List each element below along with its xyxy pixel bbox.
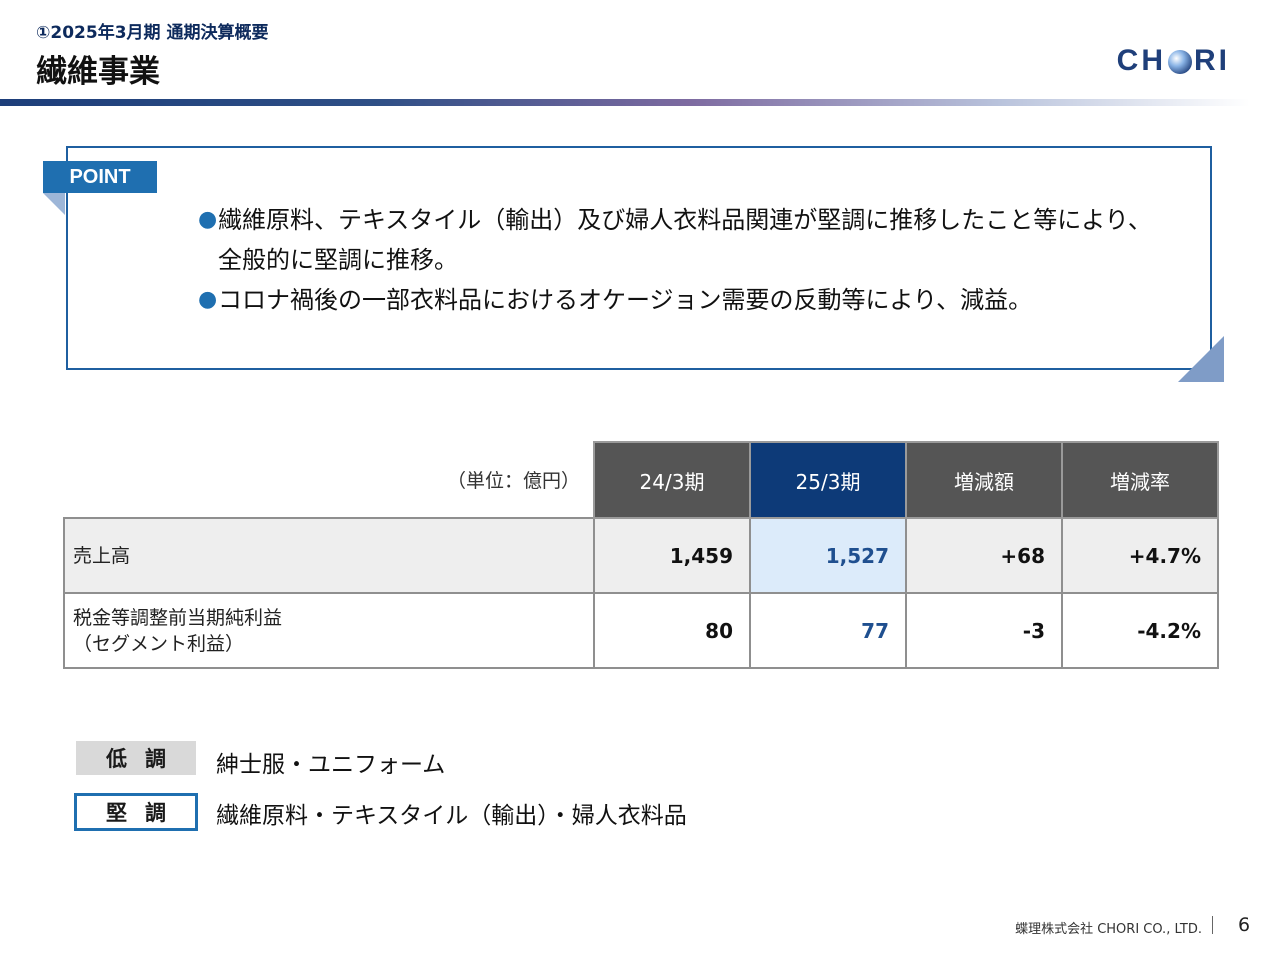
bullet-item: ● コロナ禍後の一部衣料品におけるオケージョン需要の反動等により、減益。	[198, 280, 1158, 320]
table-row: 税金等調整前当期純利益 （セグメント利益） 80 77 -3 -4.2%	[63, 592, 1219, 669]
cell-current: 77	[749, 592, 907, 669]
strong-text: 繊維原料・テキスタイル（輸出）・婦人衣料品	[216, 803, 687, 829]
cell-prev: 1,459	[593, 517, 751, 594]
logo-text-end: RI	[1194, 44, 1230, 77]
weak-tag: 低調	[76, 741, 196, 775]
row-label: 税金等調整前当期純利益 （セグメント利益）	[63, 592, 595, 669]
weak-text: 紳士服・ユニフォーム	[216, 752, 446, 778]
logo-orb-icon	[1168, 50, 1192, 74]
col-header-current: 25/3期	[749, 441, 907, 519]
col-header-rate: 増減率	[1061, 441, 1219, 519]
page-number: 6	[1238, 914, 1251, 936]
logo-text-start: CH	[1116, 44, 1166, 77]
point-bullets: ● 繊維原料、テキスタイル（輸出）及び婦人衣料品関連が堅調に推移したこと等により…	[198, 200, 1158, 320]
point-box-corner-fold	[1178, 336, 1224, 382]
cell-change: +68	[905, 517, 1063, 594]
bullet-dot-icon: ●	[198, 287, 218, 312]
row-label-subtext: （セグメント利益）	[73, 632, 245, 655]
company-logo: CH RI	[1117, 44, 1230, 78]
cell-prev: 80	[593, 592, 751, 669]
point-tag-fold	[43, 193, 65, 215]
table-row: 売上高 1,459 1,527 +68 +4.7%	[63, 517, 1219, 594]
row-label-text: 税金等調整前当期純利益	[73, 606, 283, 629]
bullet-text: 繊維原料、テキスタイル（輸出）及び婦人衣料品関連が堅調に推移したこと等により、全…	[218, 206, 1152, 274]
footer-separator	[1212, 916, 1213, 934]
bullet-dot-icon: ●	[198, 207, 218, 232]
footer-company: 蝶理株式会社 CHORI CO., LTD.	[1015, 922, 1202, 937]
col-header-prev: 24/3期	[593, 441, 751, 519]
table-header-row: 24/3期 25/3期 増減額 増減率	[64, 441, 1219, 519]
point-box	[66, 146, 1212, 370]
point-tag: POINT	[43, 161, 157, 193]
financial-table: 24/3期 25/3期 増減額 増減率 売上高 1,459 1,527 +68 …	[63, 441, 1219, 669]
table-header-blank	[64, 442, 594, 518]
strong-tag: 堅調	[74, 793, 198, 831]
cell-current: 1,527	[749, 517, 907, 594]
cell-rate: -4.2%	[1061, 592, 1219, 669]
bullet-item: ● 繊維原料、テキスタイル（輸出）及び婦人衣料品関連が堅調に推移したこと等により…	[198, 200, 1158, 280]
cell-change: -3	[905, 592, 1063, 669]
bullet-text: コロナ禍後の一部衣料品におけるオケージョン需要の反動等により、減益。	[218, 286, 1033, 314]
cell-rate: +4.7%	[1061, 517, 1219, 594]
col-header-change: 増減額	[905, 441, 1063, 519]
row-label-text: 売上高	[73, 544, 131, 567]
page-title: 繊維事業	[36, 54, 160, 90]
header-gradient-bar	[0, 99, 1250, 106]
section-subtitle: ①2025年3月期 通期決算概要	[36, 23, 269, 43]
unit-label: （単位：億円）	[446, 470, 580, 492]
row-label: 売上高	[63, 517, 595, 594]
